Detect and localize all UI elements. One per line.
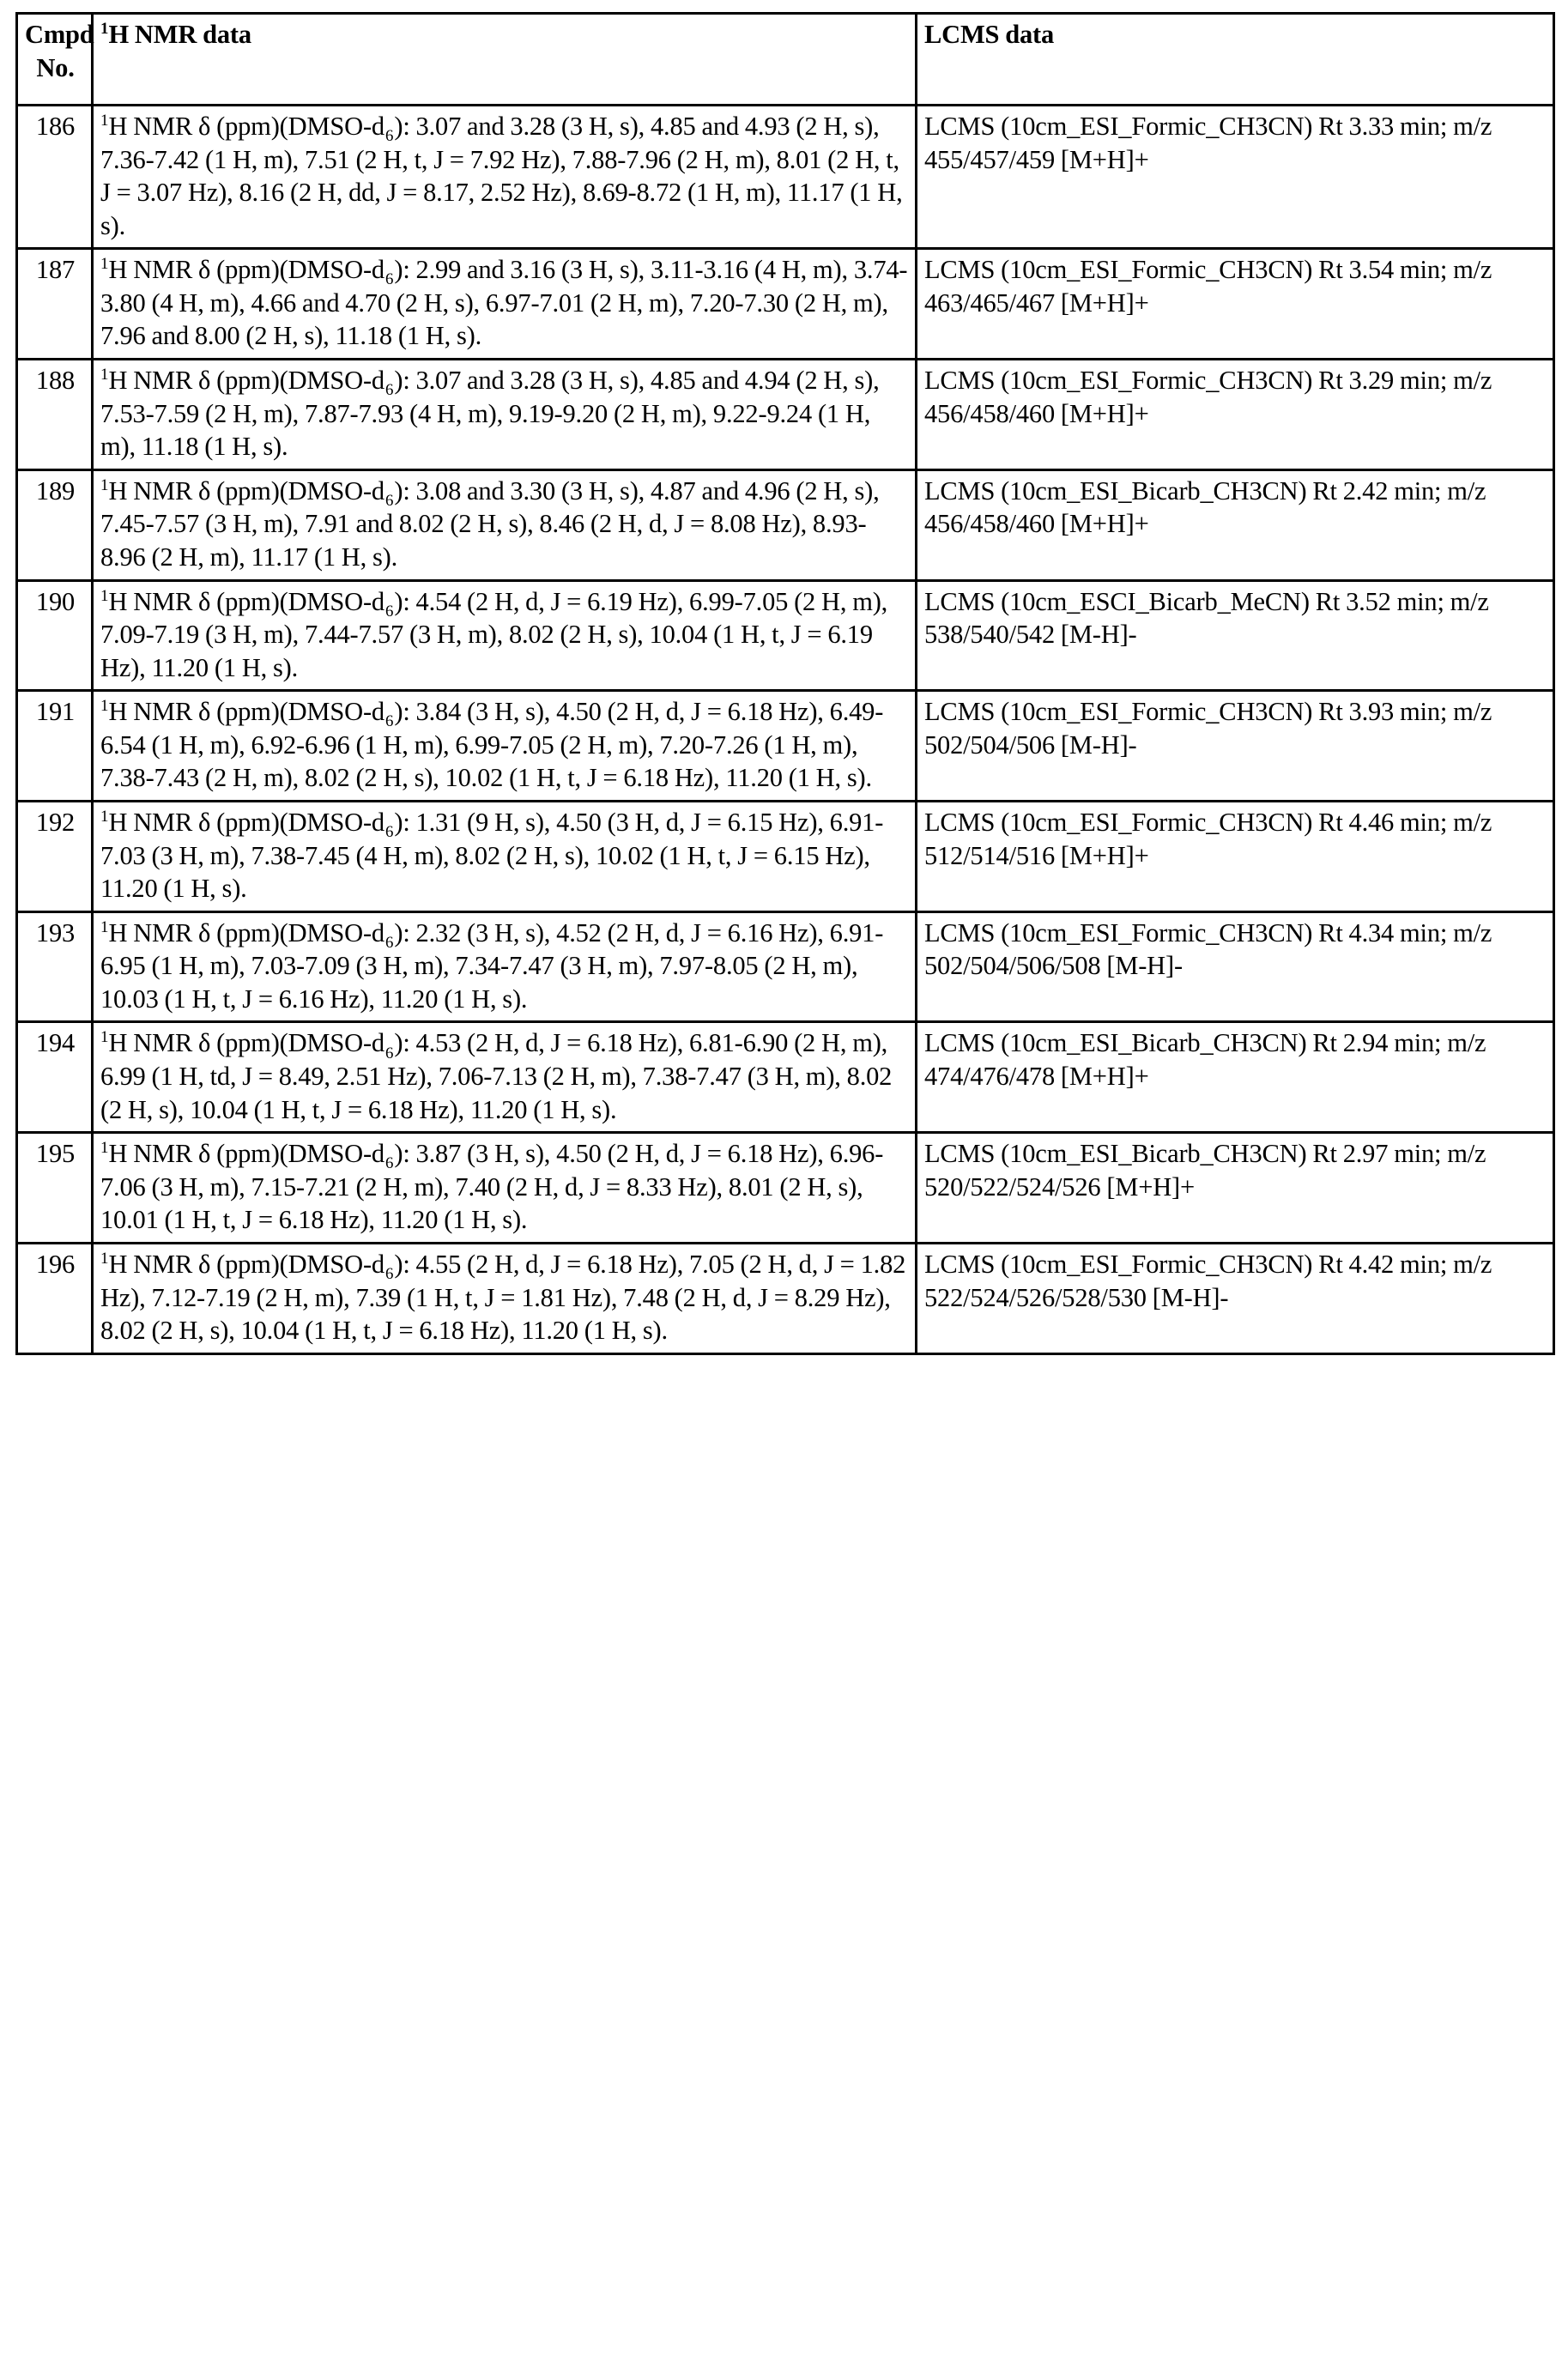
subscript-six: 6 (384, 602, 394, 620)
cell-lcms-data: LCMS (10cm_ESI_Formic_CH3CN) Rt 4.46 min… (917, 801, 1554, 911)
column-header-cmpd-line2: No. (36, 53, 74, 82)
cell-nmr-data: 1H NMR δ (ppm)(DMSO-d6): 1.31 (9 H, s), … (93, 801, 917, 911)
cell-cmpd-no: 187 (17, 249, 93, 360)
column-header-nmr-data: 1H NMR data (93, 14, 917, 106)
subscript-six: 6 (384, 1265, 394, 1283)
cell-nmr-data: 1H NMR δ (ppm)(DMSO-d6): 3.87 (3 H, s), … (93, 1133, 917, 1244)
cell-lcms-data: LCMS (10cm_ESI_Formic_CH3CN) Rt 3.33 min… (917, 106, 1554, 249)
column-header-lcms-label: LCMS data (924, 20, 1054, 49)
cell-lcms-data: LCMS (10cm_ESI_Formic_CH3CN) Rt 3.54 min… (917, 249, 1554, 360)
cell-nmr-data: 1H NMR δ (ppm)(DMSO-d6): 4.54 (2 H, d, J… (93, 580, 917, 691)
cell-lcms-data: LCMS (10cm_ESI_Formic_CH3CN) Rt 4.34 min… (917, 911, 1554, 1022)
subscript-six: 6 (384, 712, 394, 730)
cell-cmpd-no: 190 (17, 580, 93, 691)
table-row: 1891H NMR δ (ppm)(DMSO-d6): 3.08 and 3.3… (17, 469, 1554, 580)
cell-nmr-data: 1H NMR δ (ppm)(DMSO-d6): 3.07 and 3.28 (… (93, 360, 917, 470)
subscript-six: 6 (384, 1044, 394, 1062)
superscript-one: 1 (100, 918, 108, 936)
superscript-one: 1 (100, 476, 108, 494)
cell-cmpd-no: 191 (17, 691, 93, 802)
column-header-lcms-data: LCMS data (917, 14, 1554, 106)
cell-lcms-data: LCMS (10cm_ESI_Bicarb_CH3CN) Rt 2.94 min… (917, 1022, 1554, 1133)
cell-cmpd-no: 188 (17, 360, 93, 470)
document-page: Cmpd No. 1H NMR data LCMS data 1861H NMR… (0, 0, 1568, 2373)
superscript-one: 1 (100, 697, 108, 715)
superscript-one: 1 (100, 1028, 108, 1046)
cell-cmpd-no: 189 (17, 469, 93, 580)
cell-lcms-data: LCMS (10cm_ESCI_Bicarb_MeCN) Rt 3.52 min… (917, 580, 1554, 691)
column-header-nmr-label: H NMR data (108, 20, 251, 49)
subscript-six: 6 (384, 1154, 394, 1172)
cell-nmr-data: 1H NMR δ (ppm)(DMSO-d6): 3.07 and 3.28 (… (93, 106, 917, 249)
cell-nmr-data: 1H NMR δ (ppm)(DMSO-d6): 3.84 (3 H, s), … (93, 691, 917, 802)
table-row: 1871H NMR δ (ppm)(DMSO-d6): 2.99 and 3.1… (17, 249, 1554, 360)
table-row: 1881H NMR δ (ppm)(DMSO-d6): 3.07 and 3.2… (17, 360, 1554, 470)
superscript-one: 1 (100, 1250, 108, 1268)
cell-cmpd-no: 193 (17, 911, 93, 1022)
column-header-cmpd-line1: Cmpd (25, 20, 94, 49)
table-row: 1941H NMR δ (ppm)(DMSO-d6): 4.53 (2 H, d… (17, 1022, 1554, 1133)
superscript-one: 1 (100, 255, 108, 273)
cell-nmr-data: 1H NMR δ (ppm)(DMSO-d6): 3.08 and 3.30 (… (93, 469, 917, 580)
superscript-one: 1 (100, 586, 108, 604)
table-header-row: Cmpd No. 1H NMR data LCMS data (17, 14, 1554, 106)
cell-cmpd-no: 192 (17, 801, 93, 911)
table-row: 1901H NMR δ (ppm)(DMSO-d6): 4.54 (2 H, d… (17, 580, 1554, 691)
cell-lcms-data: LCMS (10cm_ESI_Formic_CH3CN) Rt 3.29 min… (917, 360, 1554, 470)
cell-nmr-data: 1H NMR δ (ppm)(DMSO-d6): 4.53 (2 H, d, J… (93, 1022, 917, 1133)
superscript-one: 1 (100, 112, 108, 130)
column-header-cmpd-no: Cmpd No. (17, 14, 93, 106)
table-row: 1931H NMR δ (ppm)(DMSO-d6): 2.32 (3 H, s… (17, 911, 1554, 1022)
subscript-six: 6 (384, 492, 394, 510)
cell-lcms-data: LCMS (10cm_ESI_Formic_CH3CN) Rt 3.93 min… (917, 691, 1554, 802)
superscript-one: 1 (100, 1139, 108, 1157)
subscript-six: 6 (384, 823, 394, 841)
cell-cmpd-no: 194 (17, 1022, 93, 1133)
subscript-six: 6 (384, 934, 394, 952)
table-body: 1861H NMR δ (ppm)(DMSO-d6): 3.07 and 3.2… (17, 106, 1554, 1354)
table-row: 1951H NMR δ (ppm)(DMSO-d6): 3.87 (3 H, s… (17, 1133, 1554, 1244)
cell-lcms-data: LCMS (10cm_ESI_Formic_CH3CN) Rt 4.42 min… (917, 1243, 1554, 1353)
table-row: 1911H NMR δ (ppm)(DMSO-d6): 3.84 (3 H, s… (17, 691, 1554, 802)
cell-cmpd-no: 196 (17, 1243, 93, 1353)
table-header: Cmpd No. 1H NMR data LCMS data (17, 14, 1554, 106)
superscript-one: 1 (100, 366, 108, 384)
subscript-six: 6 (384, 270, 394, 288)
table-row: 1861H NMR δ (ppm)(DMSO-d6): 3.07 and 3.2… (17, 106, 1554, 249)
cell-lcms-data: LCMS (10cm_ESI_Bicarb_CH3CN) Rt 2.97 min… (917, 1133, 1554, 1244)
superscript-one: 1 (100, 808, 108, 826)
subscript-six: 6 (384, 127, 394, 145)
cell-cmpd-no: 186 (17, 106, 93, 249)
subscript-six: 6 (384, 381, 394, 399)
cell-nmr-data: 1H NMR δ (ppm)(DMSO-d6): 2.32 (3 H, s), … (93, 911, 917, 1022)
cell-lcms-data: LCMS (10cm_ESI_Bicarb_CH3CN) Rt 2.42 min… (917, 469, 1554, 580)
cell-cmpd-no: 195 (17, 1133, 93, 1244)
table-row: 1921H NMR δ (ppm)(DMSO-d6): 1.31 (9 H, s… (17, 801, 1554, 911)
cell-nmr-data: 1H NMR δ (ppm)(DMSO-d6): 2.99 and 3.16 (… (93, 249, 917, 360)
table-row: 1961H NMR δ (ppm)(DMSO-d6): 4.55 (2 H, d… (17, 1243, 1554, 1353)
cell-nmr-data: 1H NMR δ (ppm)(DMSO-d6): 4.55 (2 H, d, J… (93, 1243, 917, 1353)
nmr-lcms-table: Cmpd No. 1H NMR data LCMS data 1861H NMR… (15, 12, 1555, 1355)
